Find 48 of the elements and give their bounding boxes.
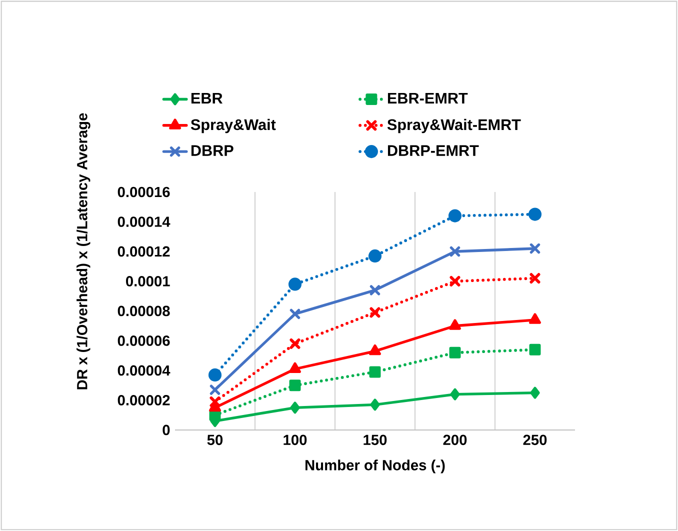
y-tick-label: 0 — [162, 424, 170, 436]
point — [369, 366, 381, 378]
point — [210, 384, 220, 395]
point — [530, 273, 540, 284]
point — [208, 368, 222, 382]
x-tick-label: 150 — [364, 434, 387, 446]
point — [369, 344, 381, 356]
point — [450, 388, 460, 400]
x-tick-label: 50 — [207, 434, 223, 446]
y-tick-label: 0.00012 — [118, 246, 170, 257]
y-tick-label: 0.0001 — [126, 276, 170, 286]
point — [449, 346, 461, 358]
point — [449, 319, 461, 330]
point — [450, 246, 460, 257]
point — [530, 386, 540, 399]
legend-label: Spray&Wait-EMRT — [387, 118, 521, 134]
point — [529, 313, 541, 324]
point — [290, 338, 300, 349]
legend-label: EBR — [191, 92, 222, 104]
x-tick-label: 100 — [284, 434, 307, 446]
legend-label: Spray&Wait — [190, 118, 276, 134]
point — [370, 307, 380, 318]
point — [370, 285, 380, 296]
y-axis-title: DR x (1/Overhead) x (1/Latency Average — [76, 113, 90, 390]
y-tick-label: 0.00006 — [118, 336, 170, 346]
y-tick-label: 0.00008 — [118, 306, 170, 316]
x-tick-label: 250 — [523, 434, 547, 446]
y-tick-label: 0.00004 — [118, 365, 170, 376]
point — [448, 209, 462, 222]
point — [289, 380, 301, 392]
legend-label: DBRP-EMRT — [388, 145, 479, 156]
x-axis-title: Number of Nodes (-) — [306, 460, 445, 474]
point — [530, 243, 540, 254]
point — [368, 249, 382, 262]
y-tick-label: 0.00014 — [118, 216, 170, 227]
point — [528, 208, 542, 221]
y-tick-label: 0.00016 — [118, 186, 170, 198]
x-tick-label: 200 — [443, 434, 467, 446]
point — [289, 362, 301, 373]
point — [288, 278, 302, 291]
legend-label: EBR-EMRT — [388, 92, 468, 104]
y-tick-label: 0.00002 — [118, 395, 170, 406]
point — [370, 398, 380, 411]
legend-label: DBRP — [191, 145, 234, 156]
point — [290, 402, 300, 414]
point — [450, 276, 460, 286]
point — [290, 308, 300, 320]
point — [529, 344, 541, 356]
